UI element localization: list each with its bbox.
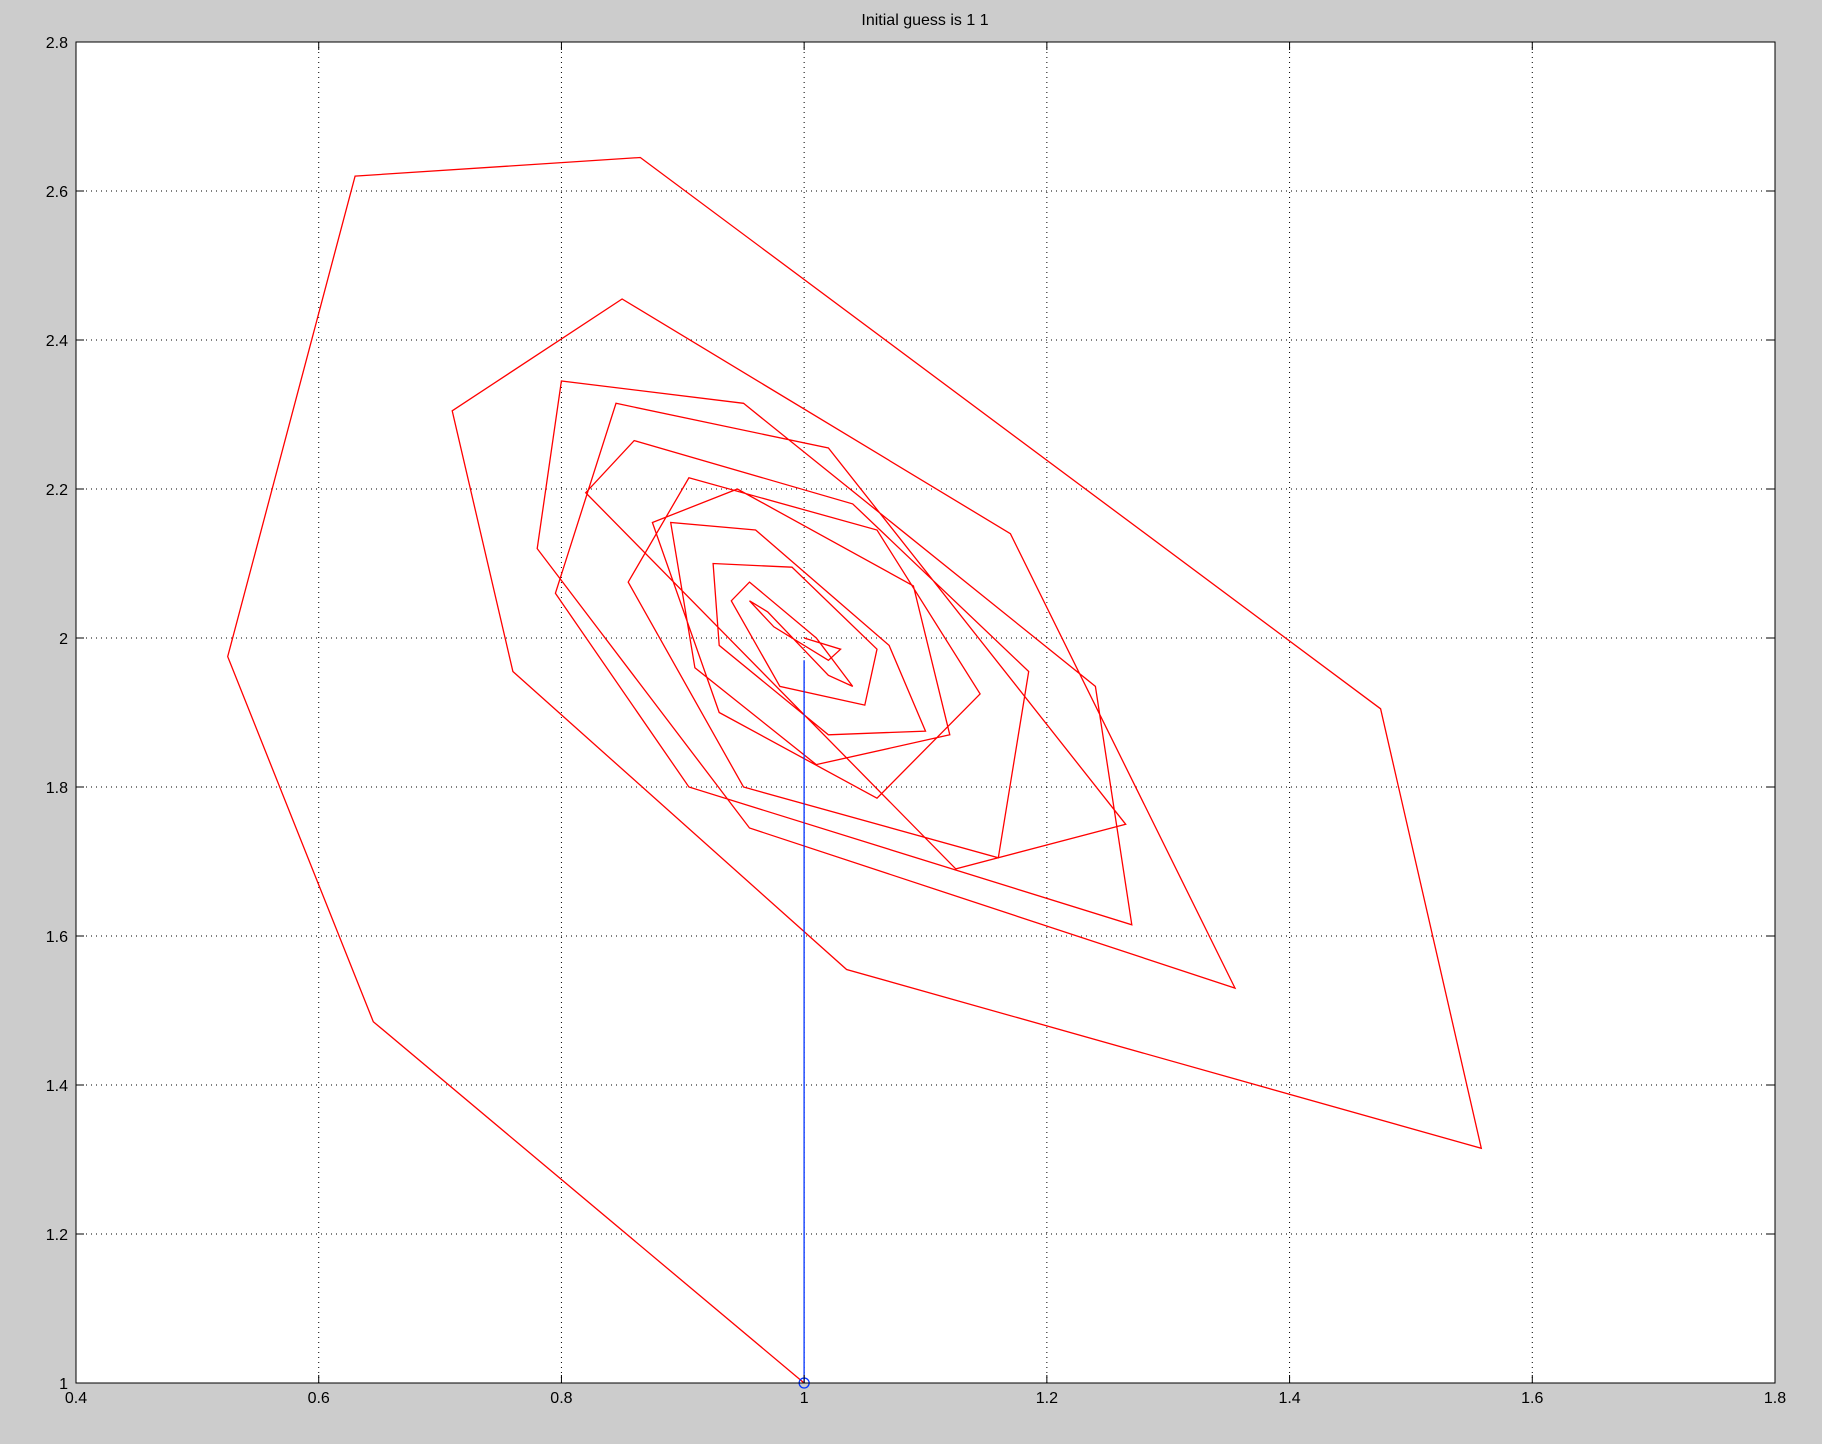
x-tick-label: 0.6 [308,1390,330,1407]
y-tick-label: 2.8 [46,35,68,52]
y-tick-label: 2.6 [46,184,68,201]
x-tick-label: 0.8 [550,1390,572,1407]
y-tick-label: 1.2 [46,1227,68,1244]
y-tick-label: 2 [59,631,68,648]
y-tick-label: 1.4 [46,1078,68,1095]
y-tick-label: 1.6 [46,929,68,946]
y-tick-label: 1 [59,1376,68,1393]
axes-background [76,42,1775,1383]
y-tick-label: 2.2 [46,482,68,499]
series-line-0 [227,156,1483,1384]
x-tick-label: 1 [800,1390,809,1407]
axes-frame [75,41,1776,1384]
x-tick-label: 1.2 [1036,1390,1058,1407]
y-tick-label: 1.8 [46,780,68,797]
x-tick-label: 0.4 [65,1390,87,1407]
chart-title: Initial guess is 1 1 [861,12,988,29]
x-tick-label: 1.6 [1521,1390,1543,1407]
x-tick-label: 1.4 [1278,1390,1300,1407]
ticks [75,41,1776,1384]
x-tick-labels: 0.4 0.6 0.8 1 1.2 1.4 1.6 1.8 [65,1390,1786,1407]
y-tick-label: 2.4 [46,333,68,350]
y-tick-labels: 1 1.2 1.4 1.6 1.8 2 2.2 2.4 2.6 2.8 [46,35,68,1393]
x-tick-label: 1.8 [1764,1390,1786,1407]
